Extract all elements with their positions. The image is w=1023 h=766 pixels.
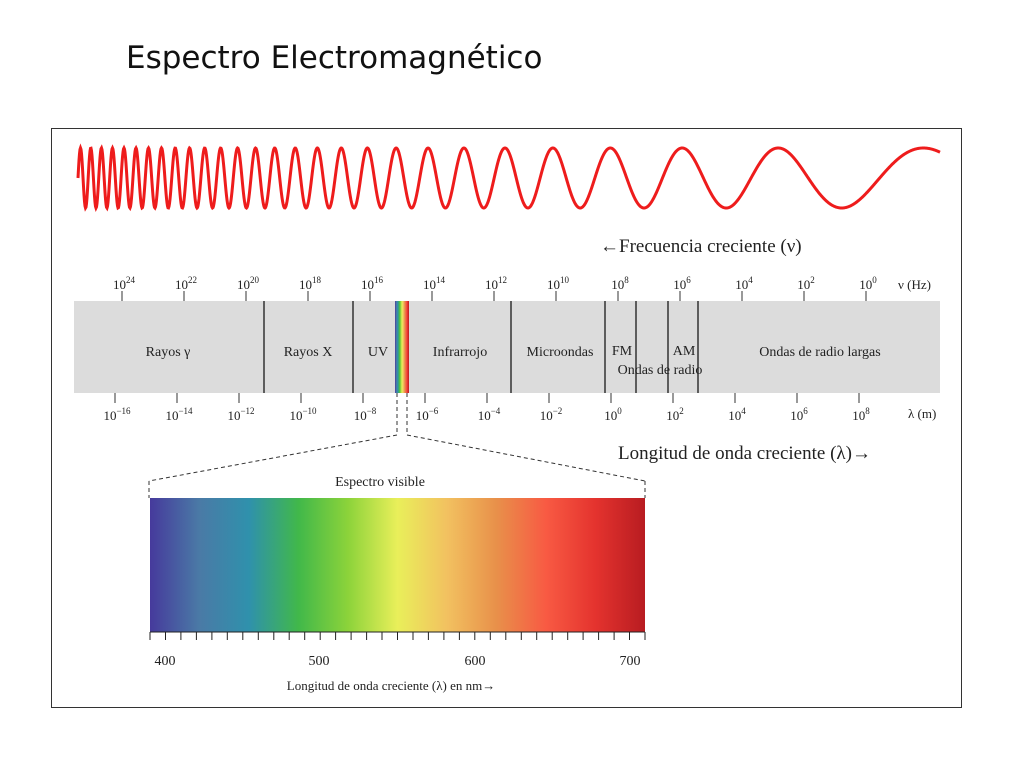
wavelength-tick-label: 104 (728, 406, 746, 423)
wavelength-tick-label: 108 (852, 406, 870, 423)
wavelength-tick-label: 106 (790, 406, 808, 423)
frequency-unit-label: ν (Hz) (898, 277, 931, 292)
frequency-tick-label: 108 (611, 275, 629, 292)
frequency-direction-label: ←Frecuencia creciente (ν) (600, 236, 802, 257)
region-long-radio-label: Ondas de radio largas (759, 345, 880, 360)
region-xray-label: Rayos X (284, 345, 333, 360)
frequency-tick-label: 1016 (361, 275, 384, 292)
frequency-tick-label: 1014 (423, 275, 446, 292)
frequency-tick-label: 100 (859, 275, 877, 292)
wave-line (76, 143, 941, 212)
wavelength-tick-label: 10−2 (540, 406, 563, 423)
visible-tick-400: 400 (155, 654, 176, 669)
slide-title: Espectro Electromagnético (126, 40, 543, 76)
region-dividers (263, 301, 699, 393)
visible-tick-500: 500 (309, 654, 330, 669)
visible-tick-600: 600 (465, 654, 486, 669)
frequency-tick-label: 1012 (485, 275, 507, 292)
frequency-tick-label: 1018 (299, 275, 322, 292)
frequency-axis: 1024 1022 1020 1018 1016 1014 1012 1010 108 106 10… (113, 275, 877, 301)
region-am-label: AM (673, 344, 696, 359)
wavelength-tick-label: 10−12 (227, 406, 254, 423)
spectrum-band (74, 301, 940, 393)
wavelength-direction-label: Longitud de onda creciente (λ)→ (618, 443, 871, 464)
visible-axis-label: Longitud de onda creciente (λ) en nm→ (287, 678, 495, 693)
wavelength-tick-label: 10−14 (165, 406, 193, 423)
wavelength-axis: 10−16 10−14 10−12 10−10 10−8 10−6 10−4 10−2 100 1… (103, 393, 870, 423)
frequency-tick-label: 1024 (113, 275, 136, 292)
wavelength-unit-label: λ (m) (908, 406, 936, 421)
wavelength-tick-label: 10−16 (103, 406, 131, 423)
wavelength-tick-label: 10−10 (289, 406, 317, 423)
region-fm-label: FM (612, 344, 633, 359)
region-microwave-label: Microondas (527, 345, 594, 360)
frequency-tick-label: 102 (797, 275, 815, 292)
frequency-tick-label: 106 (673, 275, 691, 292)
frequency-tick-label: 104 (735, 275, 753, 292)
visible-strip (395, 301, 409, 393)
frequency-tick-label: 1020 (237, 275, 260, 292)
region-infrared-label: Infrarrojo (433, 345, 487, 360)
visible-spectrum-title: Espectro visible (335, 475, 425, 490)
visible-axis (149, 631, 646, 640)
region-radio-label: Ondas de radio (618, 363, 703, 378)
wavelength-tick-label: 10−8 (354, 406, 377, 423)
spectrum-svg: ←Frecuencia creciente (ν) 1024 1022 1020 10… (74, 143, 941, 693)
visible-tick-700: 700 (620, 654, 641, 669)
zoom-lines (148, 393, 646, 498)
frequency-tick-label: 1022 (175, 275, 197, 292)
wavelength-tick-label: 10−4 (478, 406, 501, 423)
wavelength-tick-label: 10−6 (416, 406, 439, 423)
frequency-tick-label: 1010 (547, 275, 570, 292)
region-gamma-label: Rayos γ (146, 345, 191, 360)
region-uv-label: UV (368, 345, 388, 360)
wavelength-tick-label: 100 (604, 406, 622, 423)
wavelength-tick-label: 102 (666, 406, 684, 423)
spectrum-diagram: ←Frecuencia creciente (ν) 1024 1022 1020 10… (51, 128, 962, 708)
visible-spectrum-bar (150, 498, 645, 632)
